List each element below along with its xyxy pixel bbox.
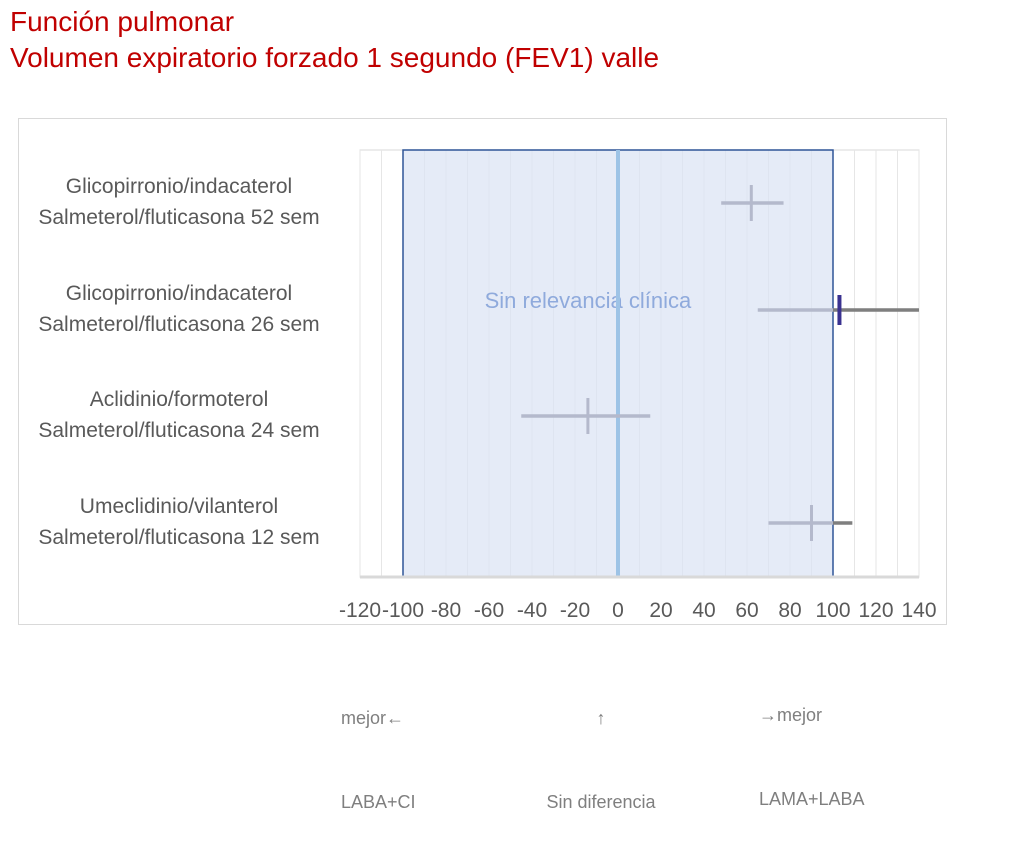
chart-frame	[18, 118, 947, 625]
x-tick-label-1: -100	[382, 599, 424, 622]
x-tick-label-8: 40	[692, 599, 715, 622]
row-label-2-line-2: Salmeterol/fluticasona 26 sem	[38, 313, 320, 336]
footnote-right-line-1: →mejor	[759, 705, 823, 725]
row-label-1-line-2: Salmeterol/fluticasona 52 sem	[38, 206, 320, 229]
x-tick-label-4: -40	[517, 599, 547, 622]
footnote-left-line-1: mejor←	[341, 708, 405, 728]
row-label-2-line-1: Glicopirronio/indacaterol	[65, 282, 293, 305]
x-tick-label-0: -120	[339, 599, 381, 622]
no-relevance-label: Sin relevancia clínica	[485, 288, 692, 313]
footnote-right-line-2: LAMA+LABA	[759, 789, 865, 809]
footnote-better-lama-laba: →mejor LAMA+LABA	[759, 645, 865, 841]
footnote-no-difference: ↑ Sin diferencia	[539, 648, 663, 844]
row-label-1-line-1: Glicopirronio/indacaterol	[65, 175, 293, 198]
x-tick-label-12: 120	[858, 599, 893, 622]
x-tick-label-9: 60	[735, 599, 758, 622]
row-label-4-line-1: Umeclidinio/vilanterol	[79, 495, 279, 518]
x-tick-label-6: 0	[612, 599, 624, 622]
x-tick-label-3: -60	[474, 599, 504, 622]
forest-plot: Sin relevancia clínica -120 -100 -80 -60 -40-…	[339, 149, 937, 622]
x-tick-label-7: 20	[649, 599, 672, 622]
footnote-center-line-2: Sin diferencia	[546, 792, 656, 812]
slide-title: Función pulmonar Volumen expiratorio for…	[10, 4, 659, 76]
footnote-better-laba-ci: mejor← LABA+CI	[341, 648, 416, 844]
row-label-1: Glicopirronio/indacaterol Salmeterol/flu…	[14, 171, 344, 233]
footnote-center-line-1: ↑	[596, 708, 606, 728]
x-tick-label-2: -80	[431, 599, 461, 622]
x-tick-label-5: -20	[560, 599, 590, 622]
row-label-2: Glicopirronio/indacaterol Salmeterol/flu…	[14, 278, 344, 340]
row-label-4: Umeclidinio/vilanterol Salmeterol/flutic…	[14, 491, 344, 553]
title-line-1: Función pulmonar	[10, 6, 235, 37]
x-tick-label-13: 140	[901, 599, 936, 622]
x-tick-label-11: 100	[815, 599, 850, 622]
row-label-3-line-2: Salmeterol/fluticasona 24 sem	[38, 419, 320, 442]
row-label-4-line-2: Salmeterol/fluticasona 12 sem	[38, 526, 320, 549]
title-line-2: Volumen expiratorio forzado 1 segundo (F…	[10, 42, 660, 73]
row-label-3-line-1: Aclidinio/formoterol	[89, 388, 269, 411]
footnote-left-line-2: LABA+CI	[341, 792, 416, 812]
x-tick-label-10: 80	[778, 599, 801, 622]
row-label-3: Aclidinio/formoterol Salmeterol/fluticas…	[14, 384, 344, 446]
